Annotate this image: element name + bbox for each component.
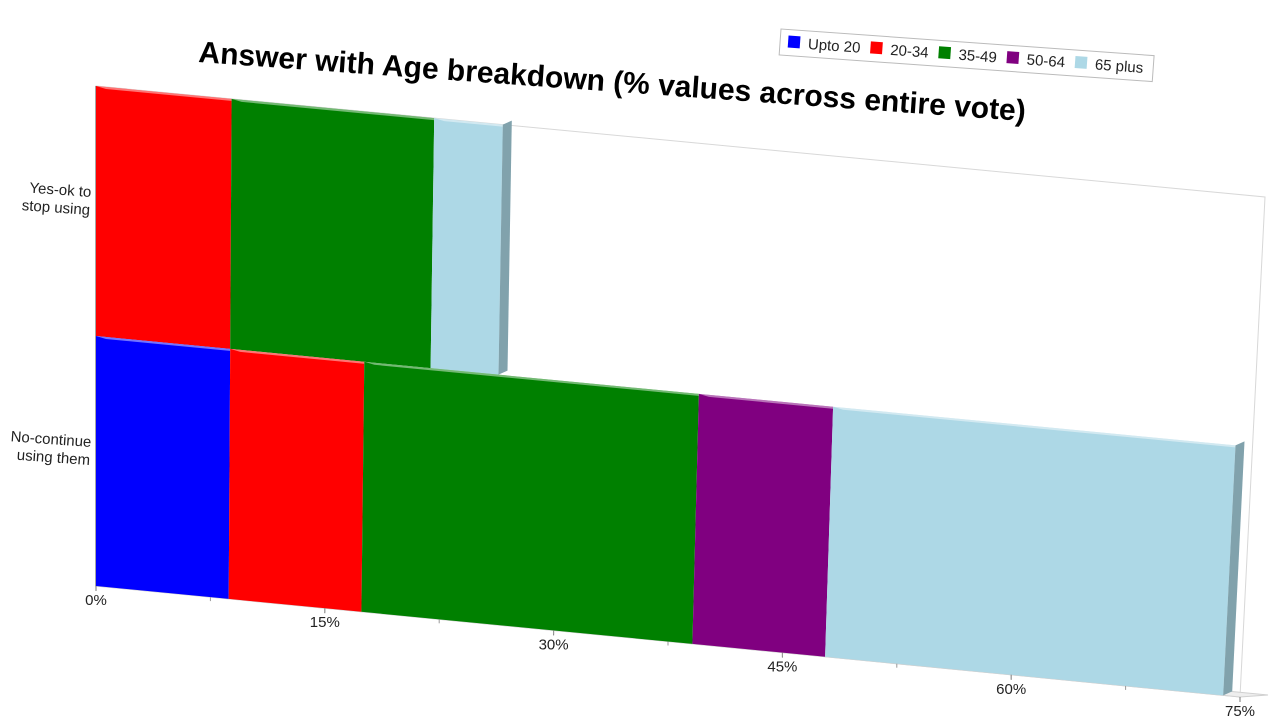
bar-side-face xyxy=(498,120,512,375)
category-label: No-continueusing them xyxy=(9,428,92,469)
legend-swatch xyxy=(1074,56,1088,69)
category-axis: Yes-ok tostop using No-continueusing them xyxy=(9,179,92,469)
legend-item-35-49: 35-49 xyxy=(938,46,997,67)
bar-top-face xyxy=(833,406,1246,449)
x-tick-label: 75% xyxy=(1225,703,1255,720)
legend-label: 35-49 xyxy=(958,47,997,67)
legend-swatch xyxy=(870,41,883,55)
bar-side-face xyxy=(1223,441,1245,696)
x-axis: 0% 15% 30% 45% 60% 75% xyxy=(85,586,1255,720)
bar-upto-20-1 xyxy=(96,336,231,599)
x-tick-label: 60% xyxy=(996,681,1026,698)
bar-top-face xyxy=(698,393,844,410)
legend-swatch xyxy=(938,46,952,60)
legend: Upto 20 20-34 35-49 50-64 65 plus xyxy=(778,28,1155,83)
x-tick-label: 45% xyxy=(767,659,797,676)
bar-top-face xyxy=(96,336,241,352)
legend-item-upto-20: Upto 20 xyxy=(787,35,861,57)
bar-65-plus-1 xyxy=(825,406,1236,696)
legend-item-50-64: 50-64 xyxy=(1006,51,1066,72)
bar-65-plus-0 xyxy=(430,118,503,375)
legend-label: 65 plus xyxy=(1094,56,1143,76)
bar-side-shade xyxy=(1223,441,1245,696)
x-tick-label: 30% xyxy=(539,636,569,653)
category-label: Yes-ok tostop using xyxy=(21,179,92,219)
bar-top-face xyxy=(96,86,242,102)
legend-swatch xyxy=(1006,51,1020,64)
legend-label: 20-34 xyxy=(890,42,929,62)
bar-20-34-1 xyxy=(228,348,365,612)
legend-label: Upto 20 xyxy=(807,36,861,57)
x-tick-label: 15% xyxy=(310,614,340,631)
bars xyxy=(96,86,1246,696)
legend-item-20-34: 20-34 xyxy=(870,41,929,62)
bar-top-face xyxy=(434,118,513,128)
x-tick-label: 0% xyxy=(85,592,107,609)
legend-item-65-plus: 65 plus xyxy=(1074,56,1144,77)
bar-top-face xyxy=(364,361,709,397)
bar-side-shade xyxy=(498,120,512,375)
bar-top-face xyxy=(231,98,445,122)
bar-top-face xyxy=(230,348,375,365)
legend-label: 50-64 xyxy=(1026,52,1065,72)
legend-swatch xyxy=(787,35,801,49)
bar-35-49-1 xyxy=(361,361,699,644)
bar-50-64-1 xyxy=(692,393,834,657)
bar-20-34-0 xyxy=(96,86,232,349)
bar-35-49-0 xyxy=(230,98,435,369)
